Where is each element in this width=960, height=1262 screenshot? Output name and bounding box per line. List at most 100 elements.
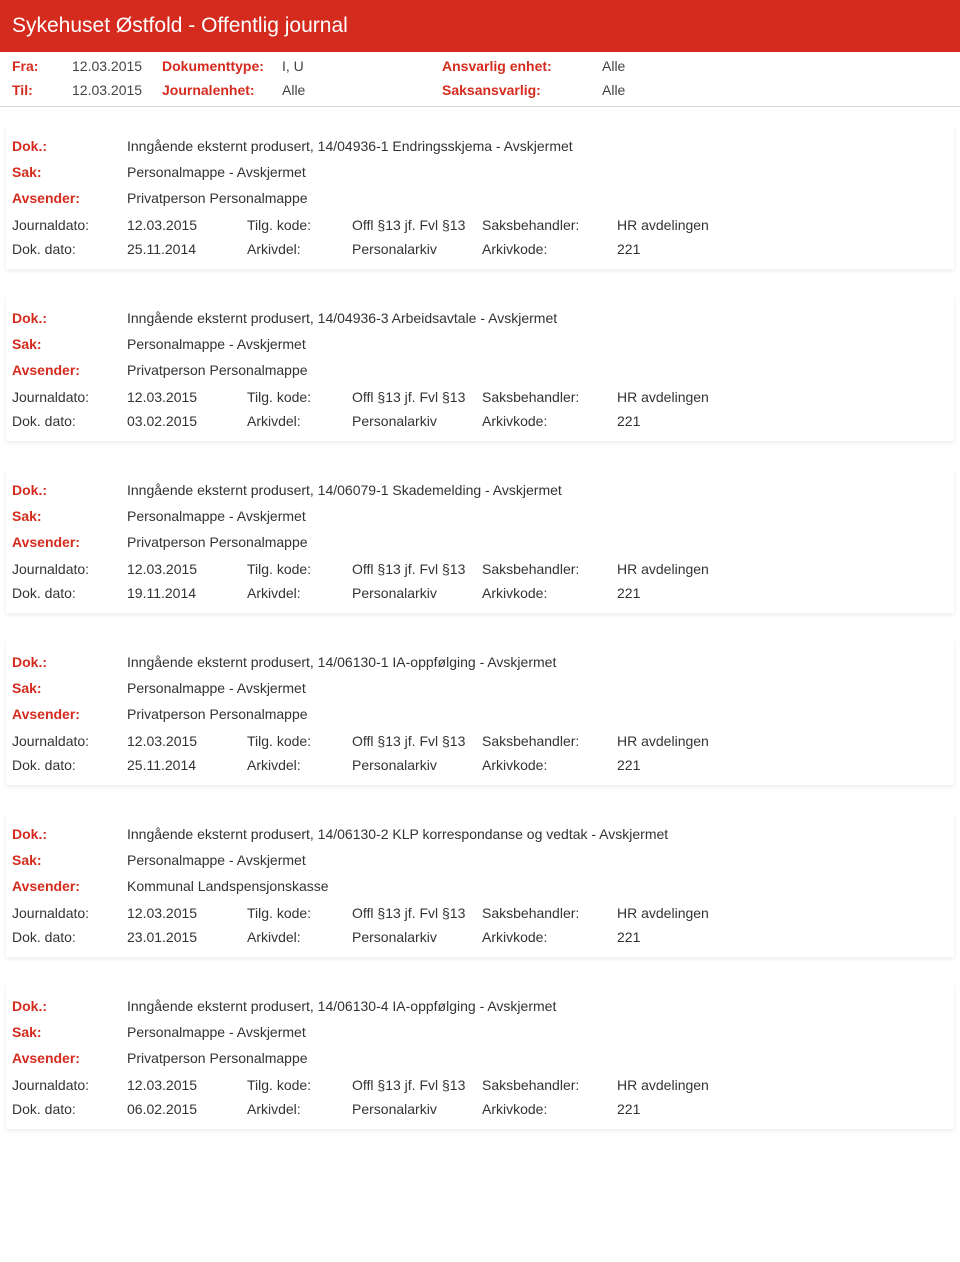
arkivdel-value: Personalarkiv [352,585,482,601]
tilgkode-label: Tilg. kode: [247,905,352,921]
avsender-label: Avsender: [12,706,127,722]
til-value: 12.03.2015 [72,82,162,98]
saksbehandler-label: Saksbehandler: [482,561,617,577]
avsender-value: Privatperson Personalmappe [127,534,308,550]
avsender-value: Privatperson Personalmappe [127,190,308,206]
avsender-value: Kommunal Landspensjonskasse [127,878,329,894]
tilgkode-value: Offl §13 jf. Fvl §13 [352,217,482,233]
arkivdel-value: Personalarkiv [352,241,482,257]
dok-label: Dok.: [12,482,127,498]
journaldato-label: Journaldato: [12,217,127,233]
filter-row-1: Fra: 12.03.2015 Dokumenttype: I, U Ansva… [0,52,960,76]
dokdato-value: 19.11.2014 [127,585,247,601]
saksbehandler-label: Saksbehandler: [482,905,617,921]
journaldato-label: Journaldato: [12,733,127,749]
dok-value: Inngående eksternt produsert, 14/06130-2… [127,826,668,842]
sak-value: Personalmappe - Avskjermet [127,164,306,180]
sak-label: Sak: [12,1024,127,1040]
sak-label: Sak: [12,336,127,352]
sak-label: Sak: [12,508,127,524]
journaldato-label: Journaldato: [12,905,127,921]
tilgkode-label: Tilg. kode: [247,389,352,405]
tilgkode-label: Tilg. kode: [247,1077,352,1093]
dok-value: Inngående eksternt produsert, 14/06130-4… [127,998,556,1014]
journal-entry: Dok.:Inngående eksternt produsert, 14/04… [6,297,954,441]
avsender-value: Privatperson Personalmappe [127,706,308,722]
arkivkode-value: 221 [617,585,948,601]
tilgkode-label: Tilg. kode: [247,561,352,577]
journal-entry: Dok.:Inngående eksternt produsert, 14/06… [6,985,954,1129]
tilgkode-value: Offl §13 jf. Fvl §13 [352,733,482,749]
dok-label: Dok.: [12,654,127,670]
arkivkode-label: Arkivkode: [482,1101,617,1117]
til-label: Til: [12,82,72,98]
fra-value: 12.03.2015 [72,58,162,74]
dok-value: Inngående eksternt produsert, 14/04936-3… [127,310,557,326]
filter-row-2: Til: 12.03.2015 Journalenhet: Alle Saksa… [0,76,960,100]
tilgkode-value: Offl §13 jf. Fvl §13 [352,1077,482,1093]
arkivkode-value: 221 [617,757,948,773]
journaldato-value: 12.03.2015 [127,389,247,405]
divider [0,106,960,107]
saksbehandler-label: Saksbehandler: [482,1077,617,1093]
arkivdel-label: Arkivdel: [247,1101,352,1117]
journaldato-value: 12.03.2015 [127,1077,247,1093]
dok-label: Dok.: [12,998,127,1014]
arkivkode-label: Arkivkode: [482,241,617,257]
doktype-value: I, U [282,58,442,74]
ansvarlig-value: Alle [602,58,625,74]
dokdato-value: 25.11.2014 [127,757,247,773]
arkivdel-value: Personalarkiv [352,929,482,945]
avsender-label: Avsender: [12,878,127,894]
tilgkode-value: Offl §13 jf. Fvl §13 [352,905,482,921]
journaldato-value: 12.03.2015 [127,217,247,233]
sak-label: Sak: [12,680,127,696]
dok-label: Dok.: [12,138,127,154]
avsender-value: Privatperson Personalmappe [127,362,308,378]
dok-value: Inngående eksternt produsert, 14/06130-1… [127,654,556,670]
arkivkode-label: Arkivkode: [482,413,617,429]
saksbehandler-value: HR avdelingen [617,217,948,233]
journal-entry: Dok.:Inngående eksternt produsert, 14/06… [6,641,954,785]
saksbehandler-value: HR avdelingen [617,1077,948,1093]
dokdato-label: Dok. dato: [12,585,127,601]
dok-label: Dok.: [12,826,127,842]
arkivdel-label: Arkivdel: [247,585,352,601]
page-title: Sykehuset Østfold - Offentlig journal [0,0,960,52]
avsender-label: Avsender: [12,1050,127,1066]
arkivdel-label: Arkivdel: [247,241,352,257]
dok-value: Inngående eksternt produsert, 14/06079-1… [127,482,562,498]
journaldato-label: Journaldato: [12,1077,127,1093]
arkivkode-value: 221 [617,241,948,257]
arkivkode-value: 221 [617,1101,948,1117]
dokdato-value: 23.01.2015 [127,929,247,945]
avsender-value: Privatperson Personalmappe [127,1050,308,1066]
arkivkode-label: Arkivkode: [482,929,617,945]
journal-entry: Dok.:Inngående eksternt produsert, 14/06… [6,813,954,957]
journaldato-value: 12.03.2015 [127,905,247,921]
saksbehandler-label: Saksbehandler: [482,217,617,233]
dokdato-value: 03.02.2015 [127,413,247,429]
ansvarlig-label: Ansvarlig enhet: [442,58,602,74]
dokdato-label: Dok. dato: [12,757,127,773]
journaldato-label: Journaldato: [12,561,127,577]
tilgkode-label: Tilg. kode: [247,217,352,233]
journal-entry: Dok.:Inngående eksternt produsert, 14/06… [6,469,954,613]
journal-entry: Dok.:Inngående eksternt produsert, 14/04… [6,125,954,269]
doktype-label: Dokumenttype: [162,58,282,74]
sak-value: Personalmappe - Avskjermet [127,680,306,696]
dokdato-label: Dok. dato: [12,241,127,257]
saksbehandler-value: HR avdelingen [617,561,948,577]
tilgkode-label: Tilg. kode: [247,733,352,749]
journalenhet-value: Alle [282,82,442,98]
dokdato-value: 06.02.2015 [127,1101,247,1117]
saksbehandler-value: HR avdelingen [617,905,948,921]
dokdato-label: Dok. dato: [12,1101,127,1117]
avsender-label: Avsender: [12,190,127,206]
avsender-label: Avsender: [12,534,127,550]
dok-label: Dok.: [12,310,127,326]
arkivdel-label: Arkivdel: [247,757,352,773]
sak-value: Personalmappe - Avskjermet [127,1024,306,1040]
arkivkode-value: 221 [617,413,948,429]
dokdato-label: Dok. dato: [12,929,127,945]
